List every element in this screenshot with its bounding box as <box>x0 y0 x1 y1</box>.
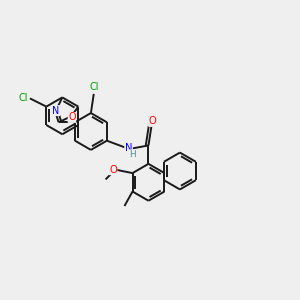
Text: O: O <box>68 112 76 122</box>
Text: Cl: Cl <box>89 82 98 92</box>
Text: N: N <box>125 142 132 152</box>
Text: H: H <box>129 150 136 159</box>
Text: O: O <box>149 116 157 126</box>
Text: N: N <box>52 106 60 116</box>
Text: O: O <box>109 165 117 175</box>
Text: Cl: Cl <box>19 93 28 103</box>
